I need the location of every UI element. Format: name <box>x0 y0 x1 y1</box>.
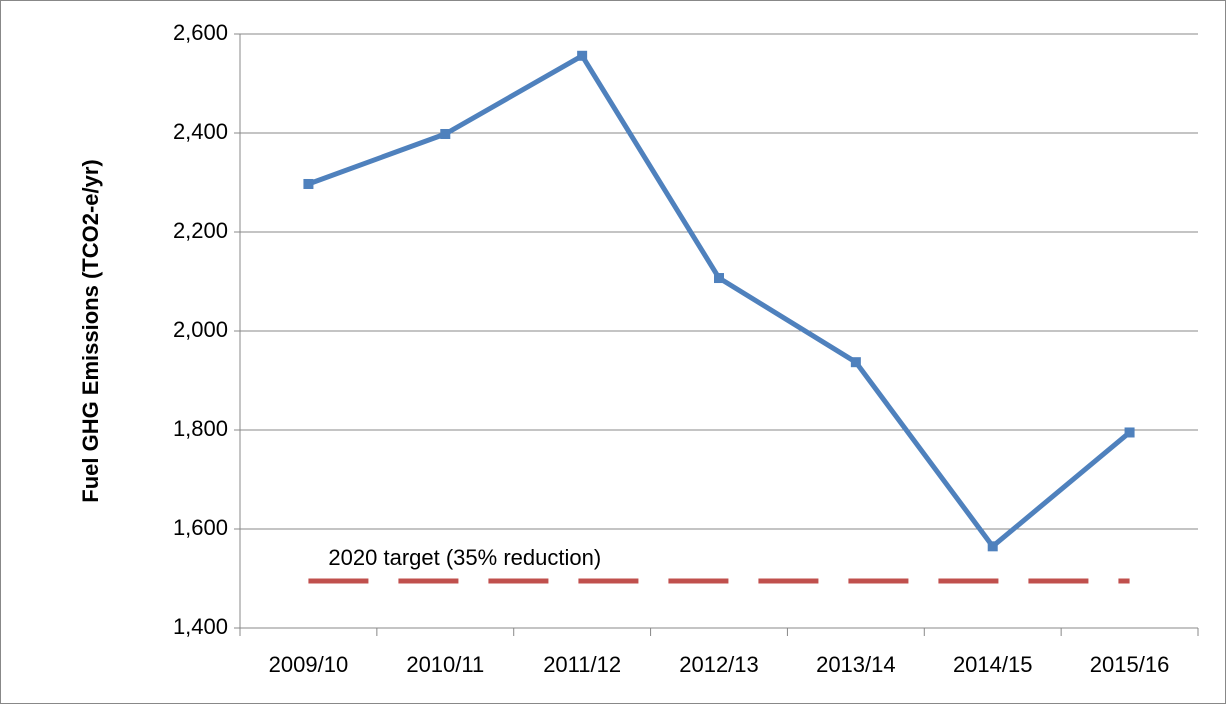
y-tick-label: 1,800 <box>173 416 228 441</box>
x-tick-label: 2010/11 <box>406 652 484 677</box>
marker <box>1124 427 1135 438</box>
y-tick-label: 2,000 <box>173 317 228 342</box>
y-tick-label: 2,200 <box>173 218 228 243</box>
series-annotation: 2020 target (35% reduction) <box>328 545 601 570</box>
marker <box>987 541 998 552</box>
x-tick-label: 2014/15 <box>953 652 1033 677</box>
x-tick-label: 2009/10 <box>269 652 349 677</box>
marker <box>714 273 724 284</box>
x-tick-label: 2015/16 <box>1090 652 1170 677</box>
y-axis-label: Fuel GHG Emissions (TCO2-e/yr) <box>78 159 103 503</box>
x-tick-label: 2012/13 <box>679 652 759 677</box>
y-tick-label: 1,400 <box>173 614 228 639</box>
x-tick-label: 2011/12 <box>543 652 621 677</box>
x-tick-label: 2013/14 <box>816 652 896 677</box>
marker <box>850 357 861 368</box>
y-tick-label: 1,600 <box>173 515 228 540</box>
marker <box>577 50 588 61</box>
marker <box>303 178 314 189</box>
y-tick-label: 2,400 <box>173 119 228 144</box>
marker <box>440 128 451 139</box>
y-tick-label: 2,600 <box>173 20 228 45</box>
